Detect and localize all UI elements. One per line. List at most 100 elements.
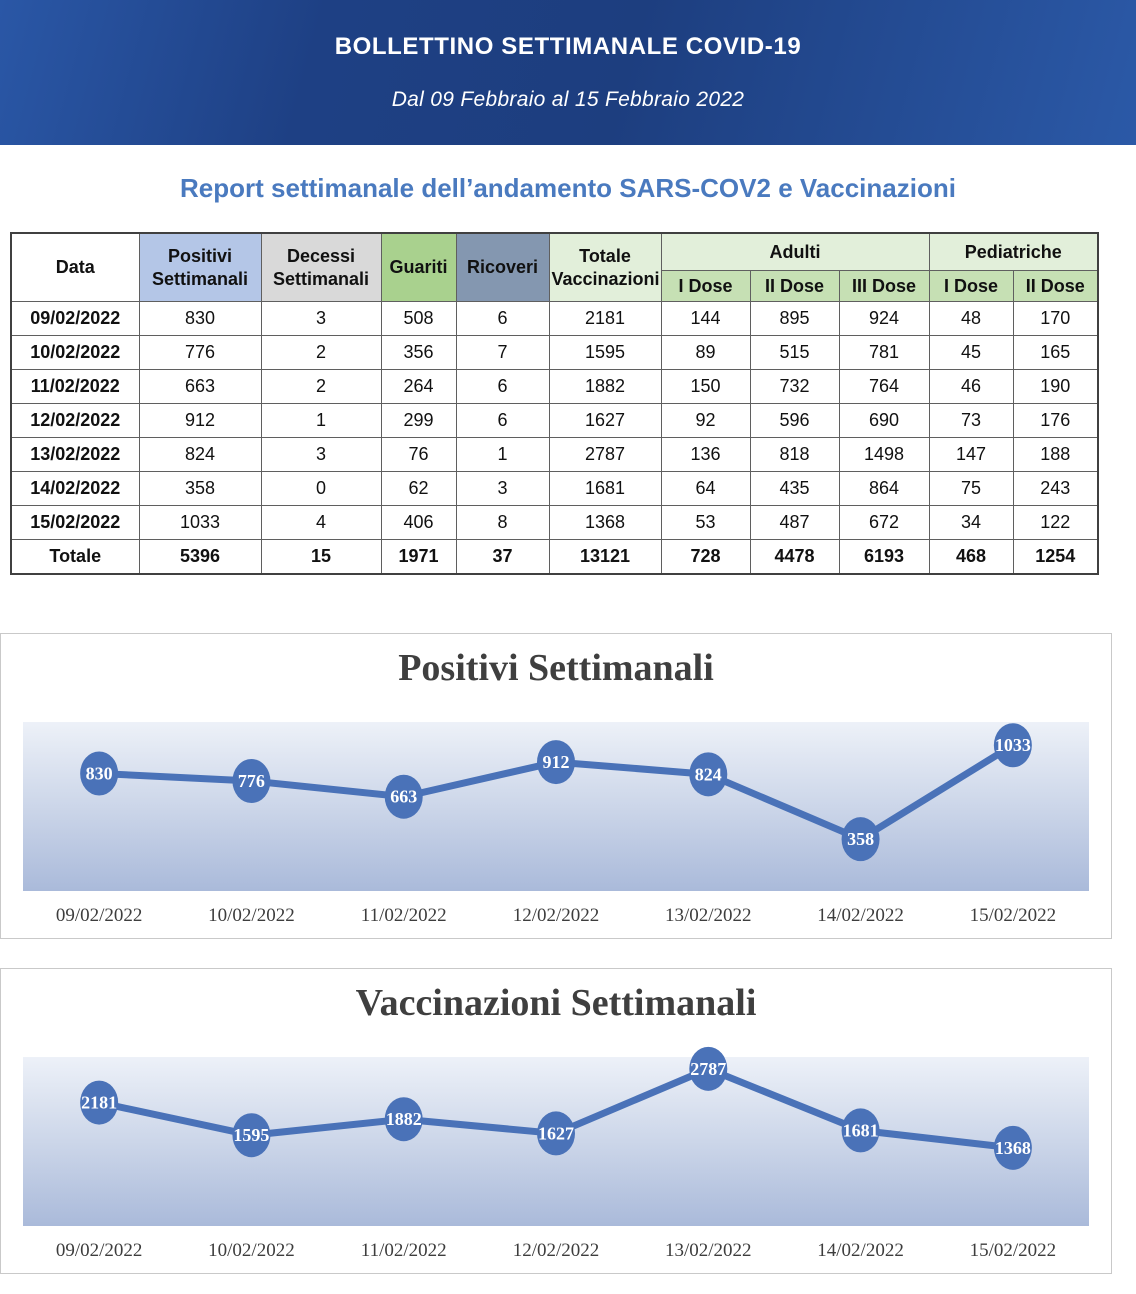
value-cell: 6 [455, 369, 550, 404]
value-cell: 468 [928, 539, 1014, 575]
data-point-marker [841, 1108, 880, 1153]
value-cell: 1971 [380, 539, 457, 575]
x-axis-label: 09/02/2022 [56, 1240, 143, 1261]
value-cell: 4 [260, 505, 382, 540]
value-cell: 1254 [1012, 539, 1099, 575]
x-axis-label: 13/02/2022 [665, 905, 752, 926]
value-cell: 62 [380, 471, 457, 506]
x-axis-label: 14/02/2022 [817, 1240, 904, 1261]
report-heading-vaccinazioni: Vaccinazioni [799, 173, 956, 203]
value-cell: 150 [660, 369, 751, 404]
value-cell: 781 [838, 335, 930, 370]
value-cell: 1368 [548, 505, 662, 540]
value-cell: 2 [260, 335, 382, 370]
value-cell: 356 [380, 335, 457, 370]
x-axis-label: 13/02/2022 [665, 1240, 752, 1261]
table-row: 14/02/2022 358 0 62 3 1681 64 435 864 75 243 [10, 471, 1099, 506]
date-cell: 13/02/2022 [10, 437, 140, 472]
data-point-marker [841, 817, 880, 862]
data-point-label: 830 [86, 763, 113, 783]
value-cell: 264 [380, 369, 457, 404]
data-point-label: 2787 [690, 1059, 726, 1079]
header-data: Data [10, 232, 140, 302]
header-totale-vaccinazioni: Totale Vaccinazioni [548, 232, 662, 302]
x-axis-label: 09/02/2022 [56, 905, 143, 926]
report-heading-sarscov2: SARS-COV2 [619, 173, 771, 203]
value-cell: 1595 [548, 335, 662, 370]
data-point-label: 1033 [995, 735, 1031, 755]
value-cell: 1627 [548, 403, 662, 438]
data-point-label: 912 [543, 752, 570, 772]
value-cell: 34 [928, 505, 1014, 540]
x-axis-label: 15/02/2022 [970, 905, 1057, 926]
value-cell: 924 [838, 301, 930, 336]
value-cell: 0 [260, 471, 382, 506]
value-cell: 2181 [548, 301, 662, 336]
value-cell: 830 [138, 301, 262, 336]
value-cell: 3 [260, 437, 382, 472]
header-adulti-dose1: I Dose [660, 270, 751, 302]
x-axis-label: 15/02/2022 [970, 1240, 1057, 1261]
value-cell: 15 [260, 539, 382, 575]
value-cell: 13121 [548, 539, 662, 575]
value-cell: 596 [749, 403, 840, 438]
value-cell: 487 [749, 505, 840, 540]
value-cell: 75 [928, 471, 1014, 506]
table-row: 15/02/2022 1033 4 406 8 1368 53 487 672 34 122 [10, 505, 1099, 540]
date-cell: 11/02/2022 [10, 369, 140, 404]
value-cell: 170 [1012, 301, 1099, 336]
value-cell: 672 [838, 505, 930, 540]
data-point-marker [537, 740, 575, 785]
data-point-label: 1368 [995, 1138, 1031, 1158]
header-guariti: Guariti [380, 232, 457, 302]
value-cell: 824 [138, 437, 262, 472]
value-cell: 3 [260, 301, 382, 336]
value-cell: 73 [928, 403, 1014, 438]
table-row: 13/02/2022 824 3 76 1 2787 136 818 1498 147 188 [10, 437, 1099, 472]
date-cell: 14/02/2022 [10, 471, 140, 506]
date-cell: 12/02/2022 [10, 403, 140, 438]
data-point-label: 776 [238, 771, 265, 791]
value-cell: 136 [660, 437, 751, 472]
positivi-line-chart: 830 776 663 912 824 358 1033 09/02/2022 10/02/20… [23, 722, 1089, 926]
x-axis-label: 12/02/2022 [513, 905, 600, 926]
positivi-chart-title: Positivi Settimanali [398, 647, 714, 689]
value-cell: 1033 [138, 505, 262, 540]
data-point-marker [384, 1097, 423, 1142]
date-cell: 15/02/2022 [10, 505, 140, 540]
data-point-marker [384, 774, 423, 819]
value-cell: 728 [660, 539, 751, 575]
table-row: 12/02/2022 912 1 299 6 1627 92 596 690 73 176 [10, 403, 1099, 438]
value-cell: 6193 [838, 539, 930, 575]
value-cell: 1 [260, 403, 382, 438]
data-point-marker [232, 1113, 271, 1158]
data-point-marker [537, 1111, 575, 1156]
header-decessi: Decessi Settimanali [260, 232, 382, 302]
value-cell: 912 [138, 403, 262, 438]
date-cell: 10/02/2022 [10, 335, 140, 370]
report-heading-text: Report settimanale dell’andamento [180, 173, 613, 203]
value-cell: 4478 [749, 539, 840, 575]
value-cell: 6 [455, 403, 550, 438]
x-axis-label: 10/02/2022 [208, 905, 295, 926]
value-cell: 818 [749, 437, 840, 472]
value-cell: 1498 [838, 437, 930, 472]
value-cell: 690 [838, 403, 930, 438]
data-point-label: 1681 [843, 1120, 879, 1140]
value-cell: 895 [749, 301, 840, 336]
header-ped-dose1: I Dose [928, 270, 1014, 302]
x-axis-label: 11/02/2022 [361, 905, 447, 926]
value-cell: 7 [455, 335, 550, 370]
value-cell: 776 [138, 335, 262, 370]
header-ricoveri: Ricoveri [455, 232, 550, 302]
value-cell: 358 [138, 471, 262, 506]
value-cell: 37 [455, 539, 550, 575]
value-cell: 1 [455, 437, 550, 472]
value-cell: 6 [455, 301, 550, 336]
value-cell: 188 [1012, 437, 1099, 472]
bulletin-date-range: Dal 09 Febbraio al 15 Febbraio 2022 [391, 88, 745, 111]
data-point-label: 1595 [233, 1125, 269, 1145]
report-heading-conj: e [778, 173, 793, 203]
table-row: 09/02/2022 830 3 508 6 2181 144 895 924 48 170 [10, 301, 1099, 336]
value-cell: 165 [1012, 335, 1099, 370]
